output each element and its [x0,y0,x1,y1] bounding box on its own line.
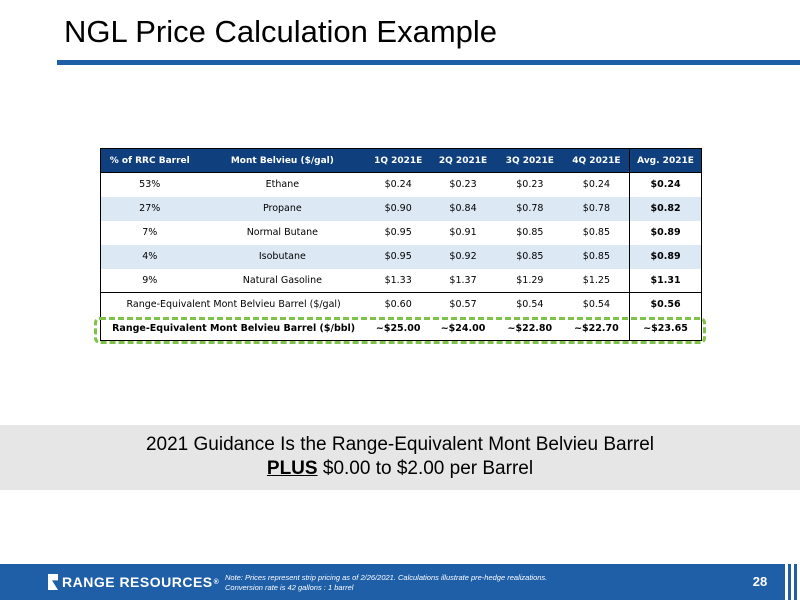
footer-note-line-2: Conversion rate is 42 gallons : 1 barrel [225,583,354,592]
cell-avg: $0.24 [629,172,702,197]
cell-q3: $0.78 [495,196,564,221]
footer-edge-bars [782,564,800,600]
cell-product: Normal Butane [246,227,319,238]
header-q2: 2Q 2021E [430,148,496,173]
cell-avg: $0.82 [629,196,702,221]
logo-text: RANGE RESOURCES [62,574,213,590]
bbl-total-row: Range-Equivalent Mont Belvieu Barrel ($/… [101,316,702,341]
cell-q4: $0.85 [582,227,610,238]
cell-q1: $1.33 [384,274,412,286]
edge-bar [788,564,791,600]
cell-q1: $0.95 [384,227,412,238]
header-avg: Avg. 2021E [629,148,702,173]
cell-q2: ~$24.00 [440,322,486,334]
cell-q1: $0.60 [366,292,431,317]
bbl-row-label: Range-Equivalent Mont Belvieu Barrel ($/… [112,322,356,334]
cell-q4: $1.25 [582,274,610,286]
cell-q1: ~$25.00 [375,322,421,334]
cell-q3: $0.54 [495,292,564,317]
guidance-banner: 2021 Guidance Is the Range-Equivalent Mo… [0,425,800,490]
header-product: Mont Belvieu ($/gal) [198,148,367,173]
cell-q3: $1.29 [516,274,544,286]
cell-pct: 4% [100,244,199,269]
cell-q3: $0.23 [516,179,544,191]
cell-pct: 27% [100,196,199,221]
gal-total-row: Range-Equivalent Mont Belvieu Barrel ($/… [100,292,702,317]
cell-product: Propane [198,196,367,221]
cell-q1: $0.90 [366,196,431,221]
header-pct: % of RRC Barrel [100,148,199,173]
table-row: 53% Ethane $0.24 $0.23 $0.23 $0.24 $0.24 [101,172,702,197]
footer-bar: RANGE RESOURCES ® Note: Prices represent … [0,564,800,600]
cell-pct: 9% [142,274,158,286]
cell-q4: $0.24 [582,179,610,191]
logo-r-icon [48,574,58,590]
table-row: 4% Isobutane $0.95 $0.92 $0.85 $0.85 $0.… [100,244,702,269]
table-row: 27% Propane $0.90 $0.84 $0.78 $0.78 $0.8… [100,196,702,221]
guidance-plus-word: PLUS [266,458,318,479]
header-q4: 4Q 2021E [563,148,630,173]
footer-note: Note: Prices represent strip pricing as … [225,573,547,593]
cell-avg: ~$23.65 [629,316,702,341]
page-number: 28 [738,564,782,600]
guidance-line-1: 2021 Guidance Is the Range-Equivalent Mo… [145,434,655,455]
guidance-line-2-rest: $0.00 to $2.00 per Barrel [317,458,534,479]
cell-q4: $0.54 [563,292,630,317]
cell-q4: $0.78 [563,196,630,221]
logo-registered-mark: ® [213,578,220,586]
cell-q2: $0.92 [430,244,496,269]
ngl-price-table: % of RRC Barrel Mont Belvieu ($/gal) 1Q … [100,148,702,341]
cell-q1: $0.24 [384,179,412,191]
edge-bar [794,564,797,600]
range-resources-logo: RANGE RESOURCES ® [48,574,219,590]
table-row: 9% Natural Gasoline $1.33 $1.37 $1.29 $1… [101,268,702,293]
cell-q3: $0.85 [495,244,564,269]
cell-pct: 53% [139,179,161,191]
cell-q2: $1.37 [449,274,477,286]
cell-q3: $0.85 [516,227,544,238]
cell-q4: ~$22.70 [574,322,619,334]
cell-pct: 7% [142,227,158,238]
cell-avg: $0.56 [629,292,702,317]
cell-avg: $0.89 [629,244,702,269]
cell-q2: $0.23 [449,179,477,191]
cell-avg: $0.89 [629,220,702,245]
cell-q2: $0.84 [430,196,496,221]
footer-note-line-1: Note: Prices represent strip pricing as … [225,573,548,582]
header-q3: 3Q 2021E [495,148,564,173]
cell-product: Natural Gasoline [242,274,322,286]
edge-bar [782,564,785,600]
gal-row-label: Range-Equivalent Mont Belvieu Barrel ($/… [100,292,367,317]
cell-q3: ~$22.80 [507,322,553,334]
slide-title: NGL Price Calculation Example [64,14,498,49]
table-header-row: % of RRC Barrel Mont Belvieu ($/gal) 1Q … [100,148,702,173]
guidance-line-2: PLUS $0.00 to $2.00 per Barrel [0,457,800,481]
cell-product: Ethane [265,179,300,191]
cell-product: Isobutane [198,244,367,269]
cell-q4: $0.85 [563,244,630,269]
table-row: 7% Normal Butane $0.95 $0.91 $0.85 $0.85… [101,220,702,245]
cell-avg: $1.31 [629,268,702,293]
cell-q2: $0.91 [449,227,477,238]
cell-q1: $0.95 [366,244,431,269]
header-q1: 1Q 2021E [366,148,431,173]
cell-q2: $0.57 [430,292,496,317]
bbl-row-highlight [94,317,706,344]
title-underline [57,60,800,65]
